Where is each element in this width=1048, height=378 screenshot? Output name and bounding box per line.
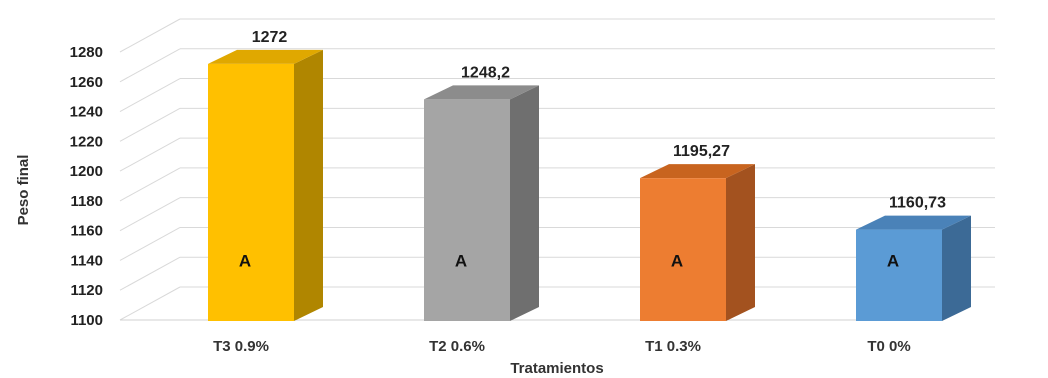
- bar-top-face: [640, 164, 755, 179]
- gridline-side: [119, 227, 181, 261]
- bar-side-face: [510, 85, 539, 321]
- gridline-side: [119, 286, 181, 321]
- significance-label: A: [887, 251, 899, 270]
- significance-label: A: [239, 251, 251, 270]
- gridline-side: [119, 48, 181, 83]
- gridline-side: [119, 18, 181, 53]
- data-label: 1272: [252, 29, 288, 46]
- bar-top-face: [208, 49, 323, 64]
- bar-top-face: [856, 215, 971, 230]
- x-tick-label: T2 0.6%: [429, 338, 485, 355]
- bar: [424, 99, 510, 321]
- bar: [856, 229, 942, 321]
- bar: [208, 63, 294, 322]
- y-tick-label: 1220: [70, 133, 103, 150]
- y-axis-title: Peso final: [15, 155, 32, 226]
- x-axis-title: Tratamientos: [510, 360, 603, 377]
- data-label: 1160,73: [889, 195, 946, 212]
- y-tick-label: 1140: [70, 252, 103, 269]
- x-tick-label: T1 0.3%: [645, 338, 701, 355]
- x-tick-label: T0 0%: [867, 338, 910, 355]
- y-tick-label: 1100: [70, 312, 103, 329]
- gridline-side: [119, 167, 181, 202]
- y-tick-label: 1260: [70, 74, 103, 91]
- data-label: 1195,27: [673, 143, 730, 160]
- bar-top-face: [424, 85, 539, 100]
- y-tick-label: 1200: [70, 163, 103, 180]
- bar: [640, 178, 726, 321]
- y-tick-label: 1280: [70, 44, 103, 61]
- gridline-side: [119, 78, 181, 112]
- y-tick-label: 1180: [70, 193, 103, 210]
- gridline-side: [119, 197, 181, 232]
- significance-label: A: [671, 251, 683, 270]
- x-tick-label: T3 0.9%: [213, 338, 269, 355]
- gridline-side: [119, 137, 181, 172]
- y-tick-label: 1240: [70, 104, 103, 121]
- y-tick-label: 1120: [70, 282, 103, 299]
- gridline-side: [119, 256, 181, 291]
- data-label: 1248,2: [461, 64, 510, 81]
- bar-side-face: [294, 49, 323, 322]
- significance-label: A: [455, 251, 467, 270]
- gridline-side: [119, 107, 181, 142]
- bar-side-face: [726, 164, 755, 321]
- bar-side-face: [942, 215, 971, 321]
- y-tick-label: 1160: [70, 223, 103, 240]
